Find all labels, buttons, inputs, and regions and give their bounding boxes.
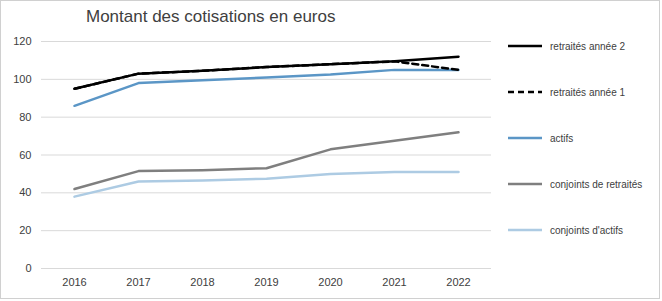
svg-text:100: 100 [13, 73, 31, 85]
svg-text:120: 120 [13, 35, 31, 47]
svg-text:0: 0 [25, 262, 31, 274]
svg-text:2016: 2016 [62, 276, 86, 288]
svg-text:2018: 2018 [190, 276, 214, 288]
html-text:Montant des cotisations en eur: Montant des cotisations en euros [86, 7, 336, 26]
svg-text:2022: 2022 [446, 276, 470, 288]
svg-text:2019: 2019 [254, 276, 278, 288]
html-text:retraités année 2: retraités année 2 [550, 40, 626, 52]
svg-text:2020: 2020 [318, 276, 342, 288]
html-text:conjoints d'actifs: conjoints d'actifs [550, 224, 624, 236]
svg-text:2017: 2017 [126, 276, 150, 288]
html-text:retraités année 1: retraités année 1 [550, 86, 626, 98]
html-text:actifs: actifs [550, 132, 574, 144]
svg-text:80: 80 [19, 111, 31, 123]
svg-text:2021: 2021 [382, 276, 406, 288]
svg-text:60: 60 [19, 149, 31, 161]
svg-text:40: 40 [19, 186, 31, 198]
html-text:conjoints de retraités: conjoints de retraités [550, 178, 643, 190]
svg-text:20: 20 [19, 224, 31, 236]
